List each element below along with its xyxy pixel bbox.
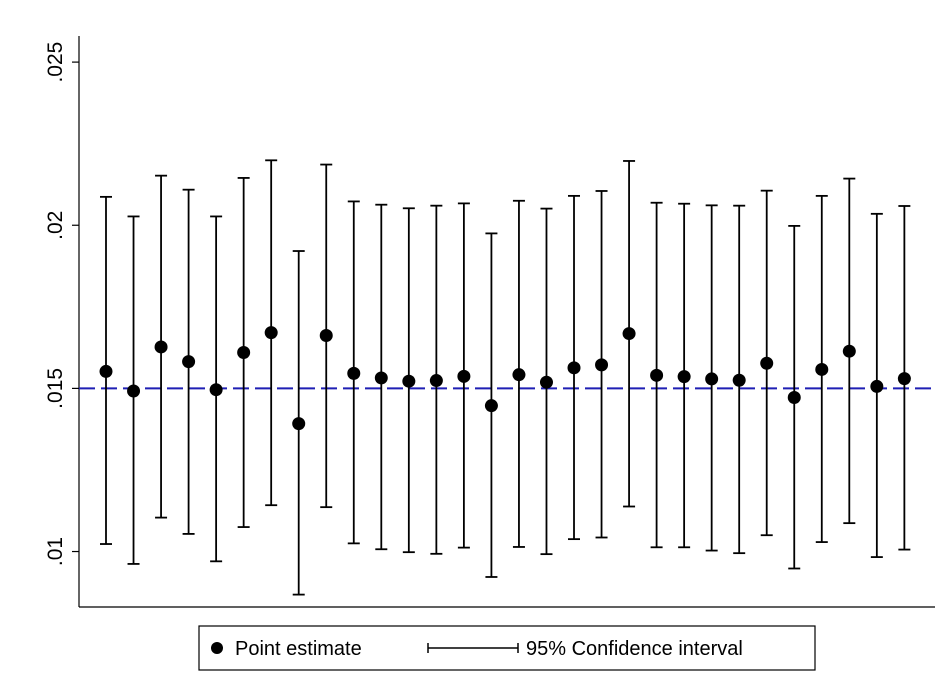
point-estimate bbox=[595, 358, 609, 372]
legend-point-marker bbox=[211, 642, 223, 654]
point-estimate bbox=[402, 374, 416, 388]
point-estimate bbox=[512, 368, 526, 382]
point-estimate bbox=[292, 417, 306, 431]
legend: Point estimate 95% Confidence interval bbox=[198, 625, 816, 671]
point-estimate bbox=[347, 366, 361, 380]
point-estimate bbox=[760, 356, 774, 370]
point-estimate bbox=[319, 329, 333, 343]
point-estimate bbox=[897, 372, 911, 386]
point-estimate bbox=[237, 345, 251, 359]
point-estimate bbox=[127, 384, 141, 398]
y-tick-label: .01 bbox=[44, 537, 67, 566]
point-estimate bbox=[154, 340, 168, 354]
point-estimate bbox=[705, 372, 719, 386]
point-estimate bbox=[484, 399, 498, 413]
confidence-intervals bbox=[100, 159, 911, 596]
point-estimate bbox=[539, 375, 553, 389]
point-estimate bbox=[264, 326, 278, 340]
point-estimate bbox=[815, 362, 829, 376]
point-estimates bbox=[99, 326, 911, 431]
point-estimate bbox=[99, 364, 113, 378]
point-estimate bbox=[677, 370, 691, 384]
y-axis-ticks: .01 .015 .02 .025 bbox=[44, 42, 79, 566]
point-estimate bbox=[870, 379, 884, 393]
plot-region: .01 .015 .02 .025 bbox=[44, 36, 935, 608]
legend-interval-label: 95% Confidence interval bbox=[526, 638, 743, 660]
point-estimate bbox=[182, 355, 196, 369]
legend-point-label: Point estimate bbox=[235, 638, 362, 660]
point-estimate bbox=[650, 368, 664, 382]
point-estimate bbox=[457, 369, 471, 383]
y-tick-label: .015 bbox=[44, 368, 67, 409]
legend-interval-marker bbox=[427, 643, 519, 653]
point-estimate bbox=[842, 344, 856, 358]
point-estimate bbox=[732, 373, 746, 387]
point-estimate bbox=[209, 383, 223, 397]
point-estimate bbox=[787, 391, 801, 405]
y-tick-label: .02 bbox=[44, 211, 67, 240]
point-estimate bbox=[567, 361, 581, 375]
point-estimate bbox=[374, 371, 388, 385]
point-estimate bbox=[429, 374, 443, 388]
y-tick-label: .025 bbox=[44, 42, 67, 83]
point-estimate bbox=[622, 327, 636, 341]
